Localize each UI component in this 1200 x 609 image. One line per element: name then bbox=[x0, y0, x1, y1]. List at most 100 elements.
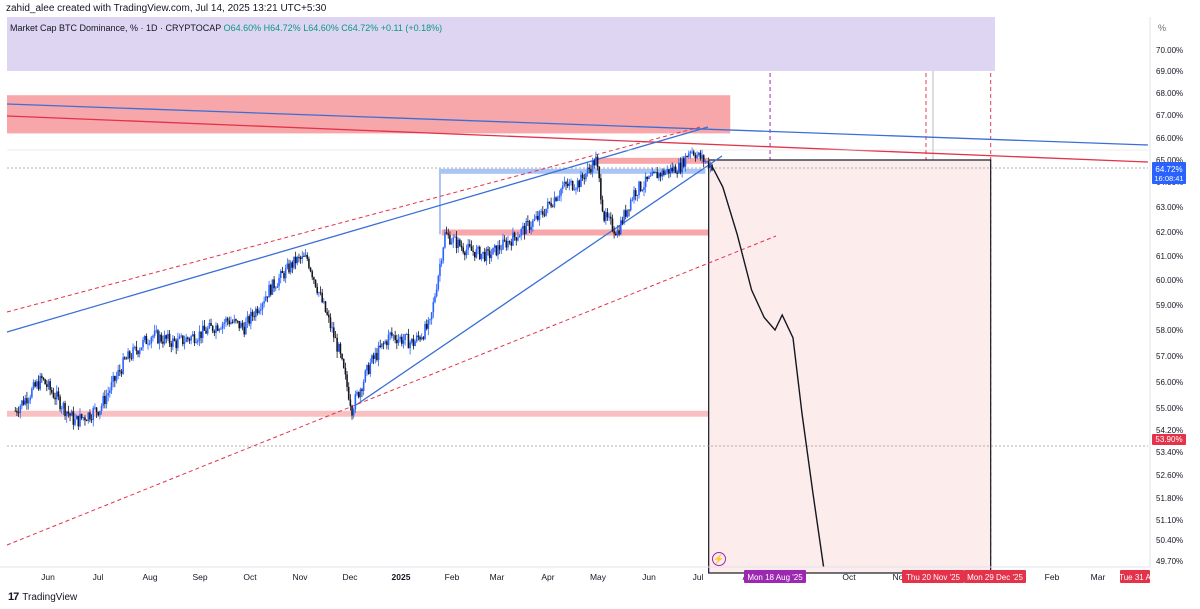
candle-body bbox=[95, 407, 98, 412]
candle-body bbox=[445, 232, 448, 234]
candle-body bbox=[240, 322, 242, 329]
candle-body bbox=[522, 225, 524, 230]
candle-body bbox=[407, 333, 410, 349]
candle-body bbox=[379, 345, 382, 347]
candle-body bbox=[230, 322, 232, 325]
candle-body bbox=[356, 392, 358, 395]
y-tick-label: 69.00% bbox=[1156, 67, 1183, 76]
candle-body bbox=[505, 240, 508, 248]
candle-body bbox=[702, 155, 705, 162]
y-tick-label: 58.00% bbox=[1156, 326, 1183, 335]
candle-body bbox=[369, 362, 372, 374]
x-tick-label: Sep bbox=[192, 572, 207, 582]
candle-body bbox=[535, 215, 537, 219]
candle-body bbox=[674, 166, 677, 174]
candle-body bbox=[127, 351, 129, 360]
candle-body bbox=[191, 334, 194, 337]
candle-body bbox=[188, 338, 191, 341]
candle-body bbox=[687, 153, 690, 158]
candle-body bbox=[583, 177, 586, 180]
candle-body bbox=[342, 359, 345, 368]
candle-body bbox=[276, 286, 279, 288]
rising-wedge-lower bbox=[355, 155, 723, 406]
symbol-legend[interactable]: Market Cap BTC Dominance, % · 1D · CRYPT… bbox=[10, 23, 442, 33]
candle-body bbox=[27, 400, 30, 404]
candle-body bbox=[573, 189, 576, 191]
candle-body bbox=[328, 314, 330, 318]
candle-body bbox=[125, 358, 128, 360]
candle-body bbox=[100, 405, 103, 411]
candle-body bbox=[532, 220, 534, 227]
candle-body bbox=[128, 351, 131, 358]
candle-body bbox=[618, 230, 620, 235]
candle-body bbox=[216, 325, 219, 331]
target-zone bbox=[708, 159, 992, 574]
y-tick-label: 61.00% bbox=[1156, 252, 1183, 261]
candle-body bbox=[661, 170, 664, 177]
candle-body bbox=[284, 268, 287, 279]
candle-body bbox=[503, 239, 506, 241]
candle-body bbox=[558, 195, 561, 198]
candle-body bbox=[39, 375, 41, 390]
candle-body bbox=[165, 335, 168, 339]
lightning-icon[interactable]: ⚡ bbox=[712, 552, 726, 566]
candle-body bbox=[611, 218, 614, 231]
y-tick-label: 63.00% bbox=[1156, 203, 1183, 212]
candle-body bbox=[575, 188, 577, 190]
x-tick-label: 2025 bbox=[392, 572, 411, 582]
candle-body bbox=[566, 183, 569, 186]
candle-body bbox=[384, 341, 387, 344]
candle-body bbox=[631, 199, 634, 201]
trend-lines bbox=[6, 103, 1149, 546]
candle-body bbox=[221, 323, 224, 329]
candle-body bbox=[49, 381, 51, 390]
y-tick-label: 53.40% bbox=[1156, 448, 1183, 457]
resistance-zone-upper bbox=[595, 157, 709, 164]
candle-body bbox=[122, 357, 124, 374]
candle-body bbox=[319, 292, 322, 294]
candle-body bbox=[344, 367, 347, 375]
candle-body bbox=[296, 257, 299, 264]
candle-body bbox=[697, 152, 700, 155]
candle-body bbox=[336, 337, 338, 352]
candle-body bbox=[233, 319, 236, 323]
candle-body bbox=[29, 397, 32, 401]
candle-body bbox=[457, 239, 459, 249]
candle-body bbox=[245, 322, 247, 335]
candle-body bbox=[493, 245, 496, 248]
candle-body bbox=[361, 389, 363, 391]
x-tick-label: Aug bbox=[142, 572, 157, 582]
candle-body bbox=[372, 355, 375, 359]
candle-body bbox=[546, 201, 549, 209]
candle-body bbox=[487, 249, 489, 251]
candle-body bbox=[321, 292, 323, 303]
rising-wedge-upper bbox=[6, 126, 709, 333]
candle-body bbox=[243, 326, 246, 335]
candle-body bbox=[659, 173, 662, 177]
candle-body bbox=[218, 329, 221, 331]
candle-body bbox=[140, 347, 143, 351]
candle-body bbox=[419, 336, 421, 340]
candle-body bbox=[454, 236, 456, 238]
candle-body bbox=[460, 245, 463, 248]
candle-body bbox=[37, 381, 40, 390]
candle-body bbox=[178, 336, 181, 339]
candle-body bbox=[215, 325, 217, 333]
y-tick-label: 50.40% bbox=[1156, 536, 1183, 545]
candle-body bbox=[498, 245, 501, 250]
candle-body bbox=[341, 353, 343, 360]
candle-body bbox=[684, 155, 687, 167]
candle-body bbox=[605, 212, 607, 221]
candle-body bbox=[624, 210, 627, 217]
candle-body bbox=[150, 337, 153, 344]
candle-body bbox=[439, 263, 441, 276]
candle-body bbox=[656, 172, 659, 179]
candle-body bbox=[678, 162, 680, 174]
candle-body bbox=[201, 325, 204, 339]
candle-body bbox=[190, 336, 192, 341]
candle-body bbox=[102, 395, 105, 406]
tradingview-brand: 17 TradingView bbox=[8, 591, 77, 603]
y-tick-label: 51.80% bbox=[1156, 494, 1183, 503]
x-tick-label: Apr bbox=[541, 572, 554, 582]
